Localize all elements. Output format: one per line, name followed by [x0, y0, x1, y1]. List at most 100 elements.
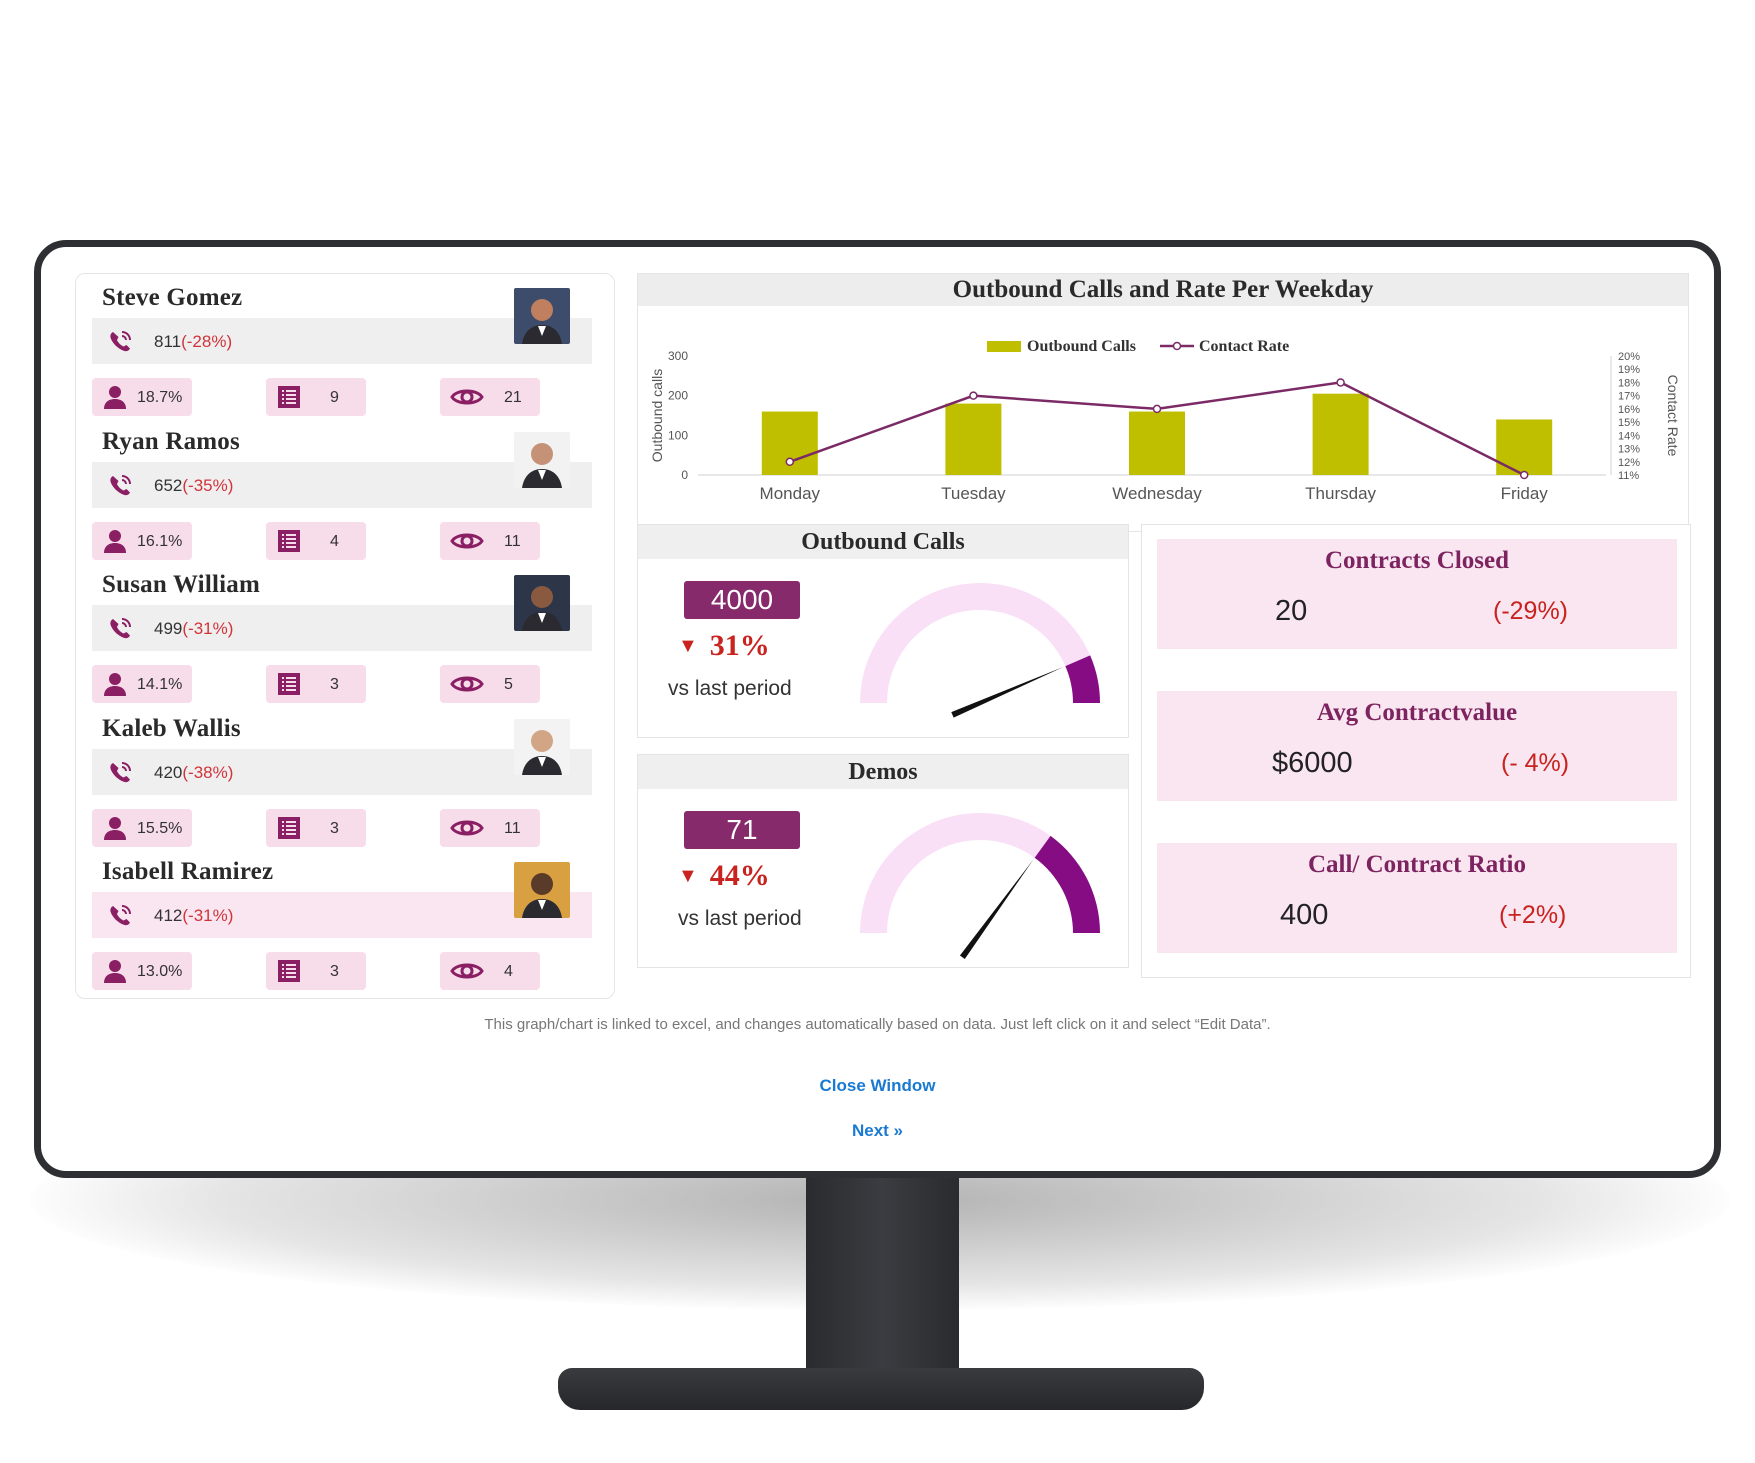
- agent-calls-change: (-28%): [181, 332, 233, 351]
- kpi-value: 400: [1280, 899, 1329, 931]
- y2-tick-label: 15%: [1618, 417, 1640, 429]
- outbound-calls-title: Outbound Calls: [638, 525, 1128, 559]
- agent-calls-value: 420: [154, 762, 183, 782]
- y2-tick-label: 19%: [1618, 364, 1640, 376]
- agent-calls: 412(-31%): [154, 906, 233, 926]
- agent-contact-rate: 13.0%: [92, 952, 192, 991]
- agent-card[interactable]: Isabell Ramirez 412(-31%) 13.0% 3 4: [92, 852, 598, 992]
- agent-name: Isabell Ramirez: [102, 858, 274, 886]
- agent-rate-value: 18.7%: [137, 389, 183, 406]
- agent-lists: 9: [266, 378, 366, 416]
- legend-contact-rate-label: Contact Rate: [1199, 338, 1289, 355]
- down-triangle-icon: ▼: [678, 865, 698, 887]
- x-tick-label: Wednesday: [1112, 484, 1202, 503]
- y-tick-label: 200: [668, 389, 688, 403]
- agent-lists-value: 3: [330, 676, 339, 694]
- y2-tick-label: 14%: [1618, 430, 1640, 442]
- phone-ringing-icon: [110, 331, 131, 352]
- kpi-value: 20: [1275, 595, 1308, 627]
- bar-outbound-calls: [1312, 393, 1369, 475]
- point-contact-rate: [969, 391, 978, 400]
- kpi-call-contract-ratio: Call/ Contract Ratio 400 (+2%): [1157, 843, 1677, 953]
- y2-tick-label: 12%: [1618, 457, 1640, 469]
- next-link[interactable]: Next »: [851, 1121, 904, 1140]
- agent-name: Ryan Ramos: [102, 427, 240, 455]
- chart-footnote: This graph/chart is linked to excel, and…: [484, 1016, 1271, 1033]
- outbound-calls-sub: vs last period: [668, 677, 792, 700]
- agent-views-value: 11: [504, 819, 521, 837]
- avatar: [514, 431, 570, 488]
- agent-lists-value: 9: [330, 389, 339, 406]
- agent-lists: 3: [266, 952, 366, 991]
- list-icon: [278, 529, 300, 552]
- avatar: [514, 862, 570, 919]
- agent-card[interactable]: Ryan Ramos 652(-35%) 16.1% 4 11: [92, 422, 598, 562]
- monitor-stand-neck: [806, 1178, 959, 1378]
- y-tick-label: 300: [668, 349, 688, 363]
- agent-lists-value: 3: [330, 963, 339, 981]
- agent-rate-value: 15.5%: [137, 819, 183, 837]
- list-icon: [278, 673, 300, 696]
- eye-icon: [450, 389, 484, 405]
- point-contact-rate: [1336, 378, 1345, 387]
- agent-calls-row: 811(-28%): [92, 318, 592, 364]
- monitor-bezel: Steve Gomez 811(-28%) 18.7% 9 21 Ryan Ramos 65…: [34, 240, 1721, 1178]
- y2-tick-label: 18%: [1618, 377, 1640, 389]
- y2-tick-label: 17%: [1618, 391, 1640, 403]
- agent-card[interactable]: Susan William 499(-31%) 14.1% 3 5: [92, 565, 598, 705]
- agent-calls: 420(-38%): [154, 763, 233, 783]
- agent-lists-value: 3: [330, 819, 339, 837]
- demos-change: ▼ 44%: [678, 859, 770, 893]
- demos-sub: vs last period: [678, 907, 802, 930]
- agent-views-value: 4: [504, 963, 513, 981]
- demos-title: Demos: [638, 755, 1128, 789]
- agent-calls-row: 412(-31%): [92, 892, 592, 939]
- agent-views: 4: [440, 952, 540, 991]
- agent-calls-row: 499(-31%): [92, 605, 592, 652]
- outbound-calls-gauge: [860, 583, 1100, 718]
- bar-outbound-calls: [945, 403, 1002, 475]
- agent-calls-change: (-31%): [182, 906, 234, 926]
- kpi-change: (+2%): [1499, 901, 1567, 929]
- agent-calls-row: 652(-35%): [92, 461, 592, 508]
- agent-card[interactable]: Kaleb Wallis 420(-38%) 15.5% 3 11: [92, 709, 598, 849]
- y2-tick-label: 13%: [1618, 444, 1640, 456]
- agent-name: Susan William: [102, 571, 260, 599]
- legend-outbound-calls-label: Outbound Calls: [1027, 338, 1136, 355]
- close-window-link[interactable]: Close Window: [819, 1076, 936, 1095]
- avatar: [514, 288, 570, 344]
- bar-outbound-calls: [1496, 419, 1553, 475]
- x-tick-label: Monday: [760, 484, 821, 503]
- chart-title: Outbound Calls and Rate Per Weekday: [952, 276, 1374, 303]
- point-contact-rate: [1519, 470, 1529, 480]
- gauge-fill: [1034, 835, 1100, 933]
- agent-rate-value: 14.1%: [137, 676, 183, 694]
- dashboard-screen: Steve Gomez 811(-28%) 18.7% 9 21 Ryan Ramos 65…: [41, 247, 1714, 1171]
- phone-ringing-icon: [110, 618, 131, 639]
- agent-calls-value: 499: [154, 619, 183, 639]
- demos-change-value: 44%: [709, 859, 770, 892]
- agent-calls-change: (-38%): [182, 762, 234, 782]
- point-contact-rate: [785, 457, 795, 467]
- kpi-contracts-closed: Contracts Closed 20 (-29%): [1157, 539, 1677, 649]
- chart-title-bar: Outbound Calls and Rate Per Weekday: [638, 274, 1688, 306]
- down-triangle-icon: ▼: [678, 635, 698, 657]
- agent-contact-rate: 15.5%: [92, 808, 192, 847]
- y2-tick-label: 16%: [1618, 404, 1640, 416]
- agent-views: 11: [440, 808, 540, 847]
- outbound-calls-change: ▼ 31%: [678, 629, 770, 663]
- agent-calls-change: (-35%): [182, 475, 234, 495]
- list-icon: [278, 386, 300, 408]
- eye-icon: [450, 820, 484, 836]
- weekday-chart[interactable]: 0 100 200 300 11%12%13% 14%15%16%17% 18%19%20%…: [638, 306, 1688, 531]
- avatar: [514, 575, 570, 632]
- x-tick-label: Friday: [1501, 484, 1549, 503]
- list-icon: [278, 816, 300, 839]
- kpi-title: Avg Contractvalue: [1316, 699, 1518, 726]
- kpi-avg-contract-value: Avg Contractvalue $6000 (- 4%): [1157, 691, 1677, 801]
- agent-card[interactable]: Steve Gomez 811(-28%) 18.7% 9 21: [92, 278, 598, 418]
- demos-gauge: [860, 813, 1100, 960]
- demos-value: 71: [684, 811, 800, 849]
- weekday-chart-card[interactable]: Outbound Calls and Rate Per Weekday 0 100…: [637, 273, 1689, 532]
- agent-name: Steve Gomez: [102, 284, 243, 311]
